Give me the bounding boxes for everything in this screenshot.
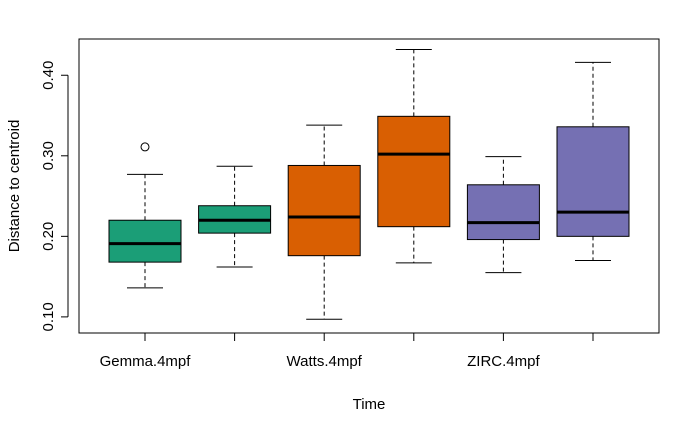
x-axis: Gemma.4mpf Watts.4mpf ZIRC.4mpf <box>100 332 594 370</box>
box-group-1 <box>108 142 182 289</box>
box-group-2 <box>198 165 272 268</box>
box-rect <box>287 164 361 257</box>
y-tick-label: 0.20 <box>40 222 57 251</box>
x-tick-label: ZIRC.4mpf <box>467 353 540 370</box>
box-group-4 <box>377 48 451 264</box>
box-rect <box>377 115 451 228</box>
y-tick-label: 0.40 <box>40 61 57 90</box>
box-rect <box>108 219 182 263</box>
y-tick-label: 0.10 <box>40 302 57 331</box>
box-group-5 <box>466 156 540 274</box>
boxes-layer <box>108 48 630 320</box>
outlier-point <box>140 142 150 152</box>
y-axis-title: Distance to centroid <box>6 120 23 253</box>
x-tick-label: Gemma.4mpf <box>100 353 192 370</box>
x-axis-title: Time <box>353 396 386 413</box>
y-tick-label: 0.30 <box>40 141 57 170</box>
box-group-6 <box>556 61 630 262</box>
y-axis: 0.10 0.20 0.30 0.40 <box>40 61 69 331</box>
box-group-3 <box>287 124 361 320</box>
x-tick-label: Watts.4mpf <box>287 353 363 370</box>
box-rect <box>556 126 630 237</box>
box-rect <box>466 184 540 241</box>
